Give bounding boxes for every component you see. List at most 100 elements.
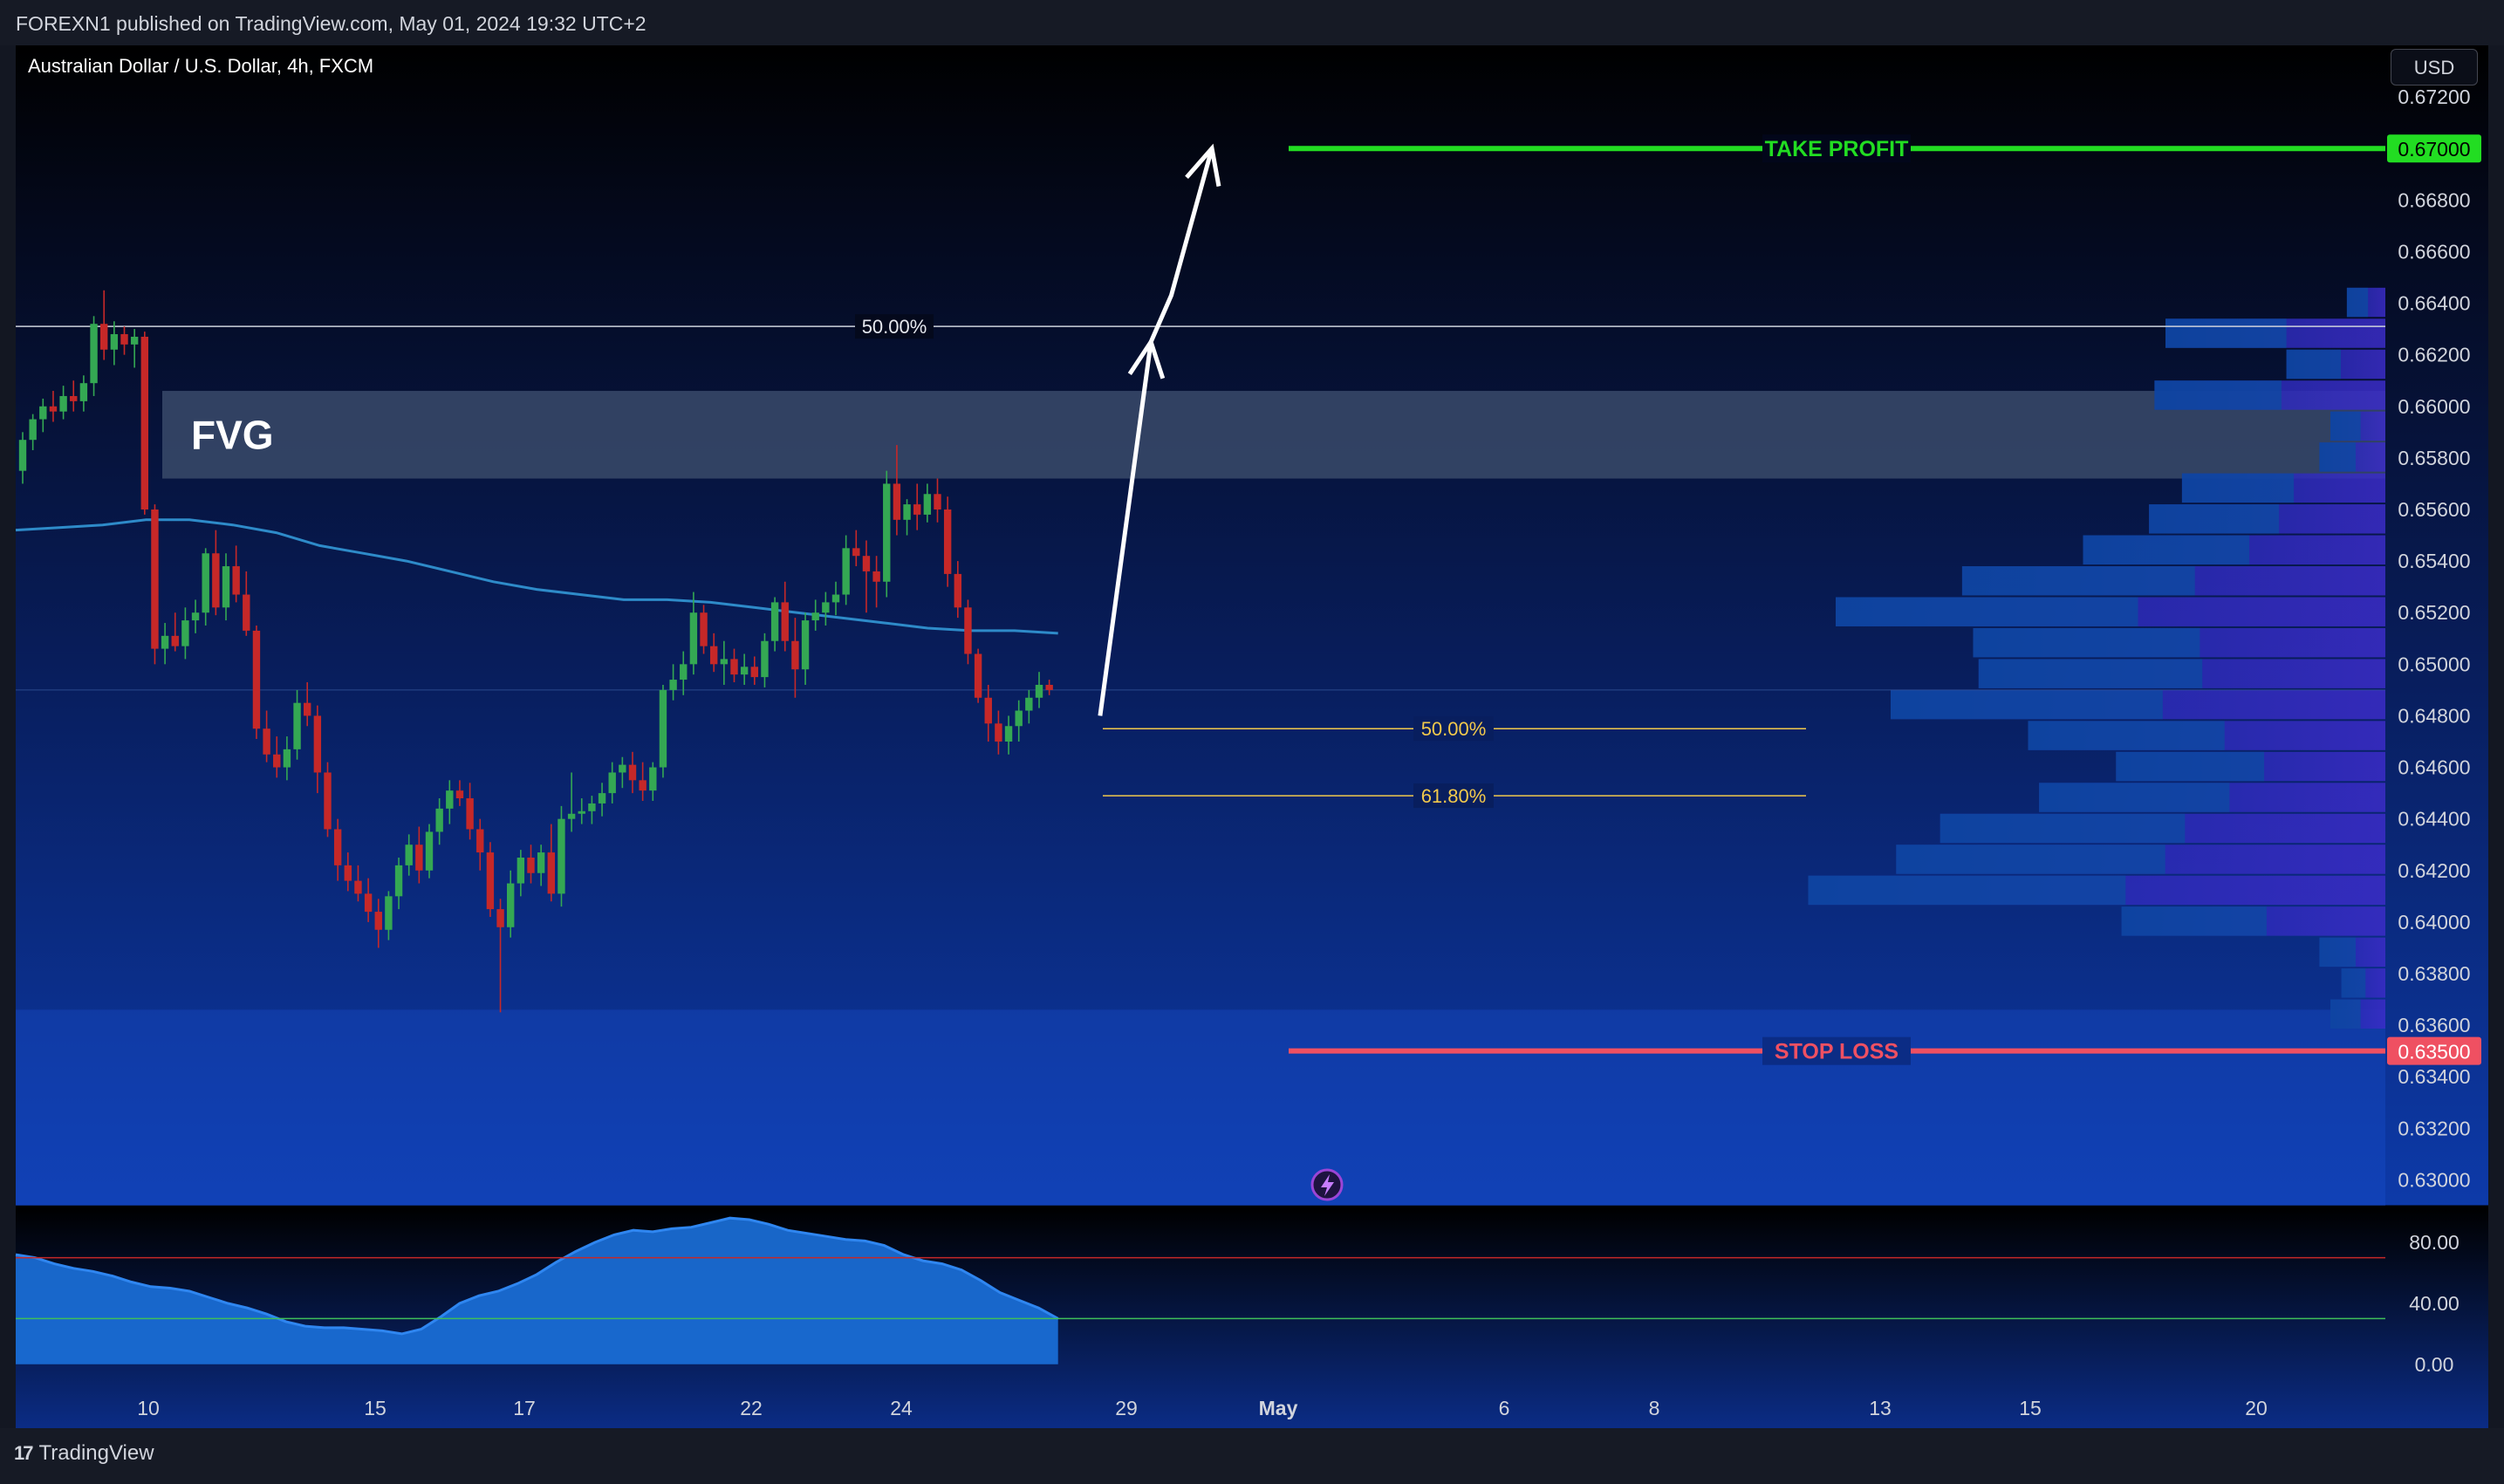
candle-body[interactable] bbox=[588, 803, 596, 811]
candle-body[interactable] bbox=[862, 556, 871, 571]
candle-body[interactable] bbox=[761, 640, 769, 678]
candle-body[interactable] bbox=[293, 702, 301, 749]
projection-arrow-path[interactable] bbox=[1098, 147, 1214, 716]
candle-body[interactable] bbox=[628, 764, 637, 781]
candle-body[interactable] bbox=[344, 865, 352, 881]
candle-body[interactable] bbox=[232, 566, 240, 595]
candle-body[interactable] bbox=[943, 509, 952, 574]
candle-body[interactable] bbox=[476, 829, 484, 853]
candle-body[interactable] bbox=[243, 594, 250, 631]
candle-body[interactable] bbox=[130, 336, 139, 345]
candle-body[interactable] bbox=[374, 912, 382, 930]
candle-body[interactable] bbox=[608, 772, 616, 794]
candle-body[interactable] bbox=[263, 728, 270, 755]
candle-body[interactable] bbox=[669, 680, 677, 690]
candle-body[interactable] bbox=[1025, 697, 1033, 711]
candle-body[interactable] bbox=[486, 852, 495, 910]
candle-body[interactable] bbox=[680, 664, 688, 680]
candle-body[interactable] bbox=[90, 324, 98, 384]
candle-body[interactable] bbox=[811, 612, 819, 621]
candle-body[interactable] bbox=[700, 612, 708, 646]
candle-body[interactable] bbox=[689, 612, 698, 665]
candle-body[interactable] bbox=[720, 659, 729, 665]
candle-body[interactable] bbox=[405, 845, 413, 865]
tradingview-logo[interactable]: 17 TradingView bbox=[14, 1441, 154, 1466]
candle-body[interactable] bbox=[872, 571, 880, 582]
candle-body[interactable] bbox=[79, 383, 88, 401]
candle-body[interactable] bbox=[1015, 710, 1023, 727]
moving-average-line[interactable] bbox=[15, 518, 1058, 635]
candle-body[interactable] bbox=[883, 483, 891, 582]
candle-body[interactable] bbox=[354, 880, 362, 894]
candle-body[interactable] bbox=[110, 334, 119, 350]
candle-body[interactable] bbox=[222, 566, 230, 608]
candle-body[interactable] bbox=[18, 440, 27, 471]
candle-body[interactable] bbox=[385, 896, 393, 930]
candle-body[interactable] bbox=[151, 509, 159, 649]
candle-body[interactable] bbox=[446, 790, 454, 809]
candle-body[interactable] bbox=[913, 504, 921, 515]
candle-body[interactable] bbox=[171, 635, 179, 646]
candle-body[interactable] bbox=[1035, 684, 1043, 698]
candle-body[interactable] bbox=[70, 395, 78, 401]
candle-body[interactable] bbox=[59, 395, 67, 412]
candle-body[interactable] bbox=[659, 689, 667, 768]
candle-body[interactable] bbox=[740, 667, 749, 675]
candle-body[interactable] bbox=[537, 852, 545, 873]
candle-body[interactable] bbox=[964, 607, 972, 654]
candle-body[interactable] bbox=[831, 594, 840, 603]
candle-body[interactable] bbox=[842, 548, 850, 595]
candle-body[interactable] bbox=[1045, 684, 1053, 690]
candle-body[interactable] bbox=[455, 790, 464, 799]
candle-body[interactable] bbox=[252, 630, 261, 729]
candle-body[interactable] bbox=[954, 573, 961, 608]
candle-body[interactable] bbox=[181, 620, 189, 646]
candle-body[interactable] bbox=[435, 808, 443, 832]
candle-body[interactable] bbox=[710, 646, 718, 665]
candle-body[interactable] bbox=[730, 659, 738, 675]
candle-body[interactable] bbox=[191, 612, 200, 621]
support-zone[interactable] bbox=[16, 1009, 2385, 1206]
candle-body[interactable] bbox=[527, 858, 535, 873]
candle-body[interactable] bbox=[791, 640, 799, 670]
currency-button[interactable]: USD bbox=[2391, 49, 2478, 85]
candle-body[interactable] bbox=[893, 483, 901, 520]
candle-body[interactable] bbox=[39, 406, 47, 420]
candle-body[interactable] bbox=[903, 504, 911, 520]
candle-body[interactable] bbox=[140, 336, 148, 509]
candle-body[interactable] bbox=[507, 883, 515, 927]
candle-body[interactable] bbox=[822, 602, 830, 613]
candle-body[interactable] bbox=[923, 494, 932, 515]
candle-body[interactable] bbox=[578, 810, 585, 814]
candle-body[interactable] bbox=[364, 893, 373, 913]
candle-body[interactable] bbox=[313, 715, 322, 773]
candle-body[interactable] bbox=[934, 494, 941, 509]
candle-body[interactable] bbox=[517, 858, 525, 884]
candle-body[interactable] bbox=[984, 697, 992, 724]
candle-body[interactable] bbox=[770, 602, 779, 641]
candle-body[interactable] bbox=[212, 553, 220, 608]
candle-body[interactable] bbox=[161, 635, 169, 649]
candle-body[interactable] bbox=[649, 767, 657, 791]
fvg-zone[interactable] bbox=[162, 391, 2385, 479]
candle-body[interactable] bbox=[496, 909, 504, 927]
candle-body[interactable] bbox=[304, 702, 311, 716]
candle-body[interactable] bbox=[333, 829, 342, 865]
candle-body[interactable] bbox=[324, 772, 332, 830]
candle-body[interactable] bbox=[639, 780, 647, 791]
candle-body[interactable] bbox=[547, 852, 555, 894]
candle-body[interactable] bbox=[598, 793, 606, 804]
candle-body[interactable] bbox=[801, 620, 810, 670]
candle-body[interactable] bbox=[29, 419, 37, 441]
lightning-icon[interactable] bbox=[1310, 1168, 1344, 1201]
candle-body[interactable] bbox=[202, 553, 209, 613]
candle-body[interactable] bbox=[100, 324, 108, 350]
candle-body[interactable] bbox=[781, 602, 789, 641]
candle-body[interactable] bbox=[283, 749, 291, 768]
candle-body[interactable] bbox=[852, 548, 860, 557]
candle-body[interactable] bbox=[394, 865, 403, 897]
candle-body[interactable] bbox=[750, 667, 758, 678]
candle-body[interactable] bbox=[415, 845, 423, 871]
candle-body[interactable] bbox=[425, 831, 434, 871]
